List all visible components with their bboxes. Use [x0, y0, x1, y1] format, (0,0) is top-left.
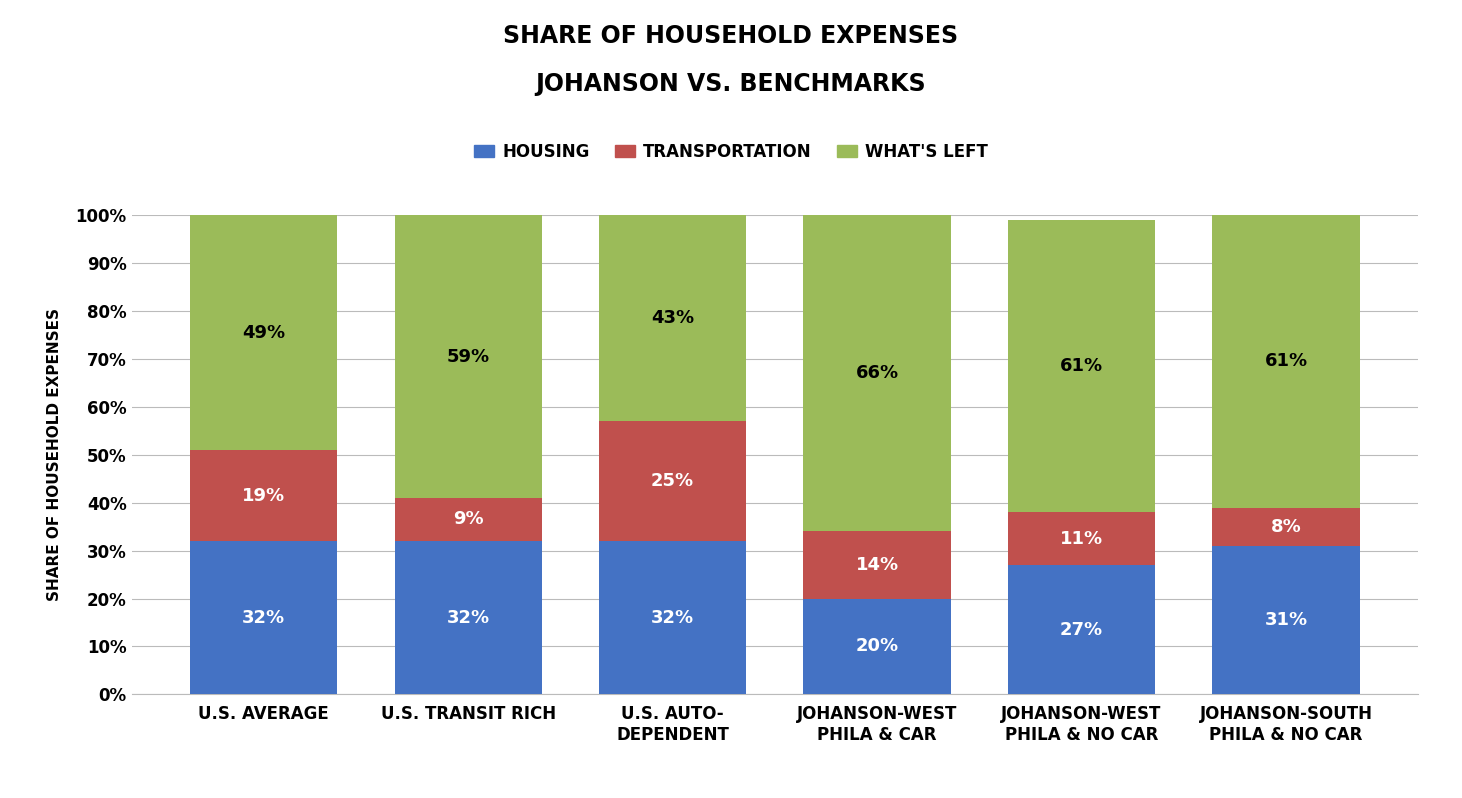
Bar [599, 421, 746, 541]
Bar [804, 531, 950, 598]
Bar [1212, 215, 1360, 508]
Bar [190, 215, 338, 450]
Text: JOHANSON VS. BENCHMARKS: JOHANSON VS. BENCHMARKS [535, 72, 927, 96]
Text: 11%: 11% [1060, 530, 1104, 547]
Text: 19%: 19% [243, 487, 285, 504]
Text: 49%: 49% [243, 324, 285, 342]
Bar [1007, 565, 1155, 694]
Bar [804, 215, 950, 531]
Text: 32%: 32% [446, 609, 490, 626]
Bar [1212, 546, 1360, 694]
Bar [1007, 512, 1155, 565]
Legend: HOUSING, TRANSPORTATION, WHAT'S LEFT: HOUSING, TRANSPORTATION, WHAT'S LEFT [468, 136, 994, 168]
Bar [599, 215, 746, 421]
Text: 61%: 61% [1060, 358, 1104, 375]
Bar [395, 541, 542, 694]
Bar [190, 541, 338, 694]
Text: 43%: 43% [651, 310, 694, 327]
Text: 32%: 32% [243, 609, 285, 626]
Bar [190, 450, 338, 541]
Text: 9%: 9% [453, 511, 484, 528]
Text: 20%: 20% [855, 638, 899, 655]
Text: 59%: 59% [446, 348, 490, 365]
Text: 32%: 32% [651, 609, 694, 626]
Text: 14%: 14% [855, 556, 899, 574]
Y-axis label: SHARE OF HOUSEHOLD EXPENSES: SHARE OF HOUSEHOLD EXPENSES [47, 308, 61, 602]
Bar [1212, 508, 1360, 546]
Text: 8%: 8% [1270, 518, 1301, 535]
Bar [804, 598, 950, 694]
Bar [1007, 220, 1155, 512]
Bar [395, 498, 542, 541]
Text: 25%: 25% [651, 472, 694, 490]
Bar [599, 541, 746, 694]
Text: 27%: 27% [1060, 621, 1104, 638]
Text: SHARE OF HOUSEHOLD EXPENSES: SHARE OF HOUSEHOLD EXPENSES [503, 24, 959, 48]
Bar [395, 215, 542, 498]
Text: 31%: 31% [1265, 611, 1307, 629]
Text: 61%: 61% [1265, 353, 1307, 370]
Text: 66%: 66% [855, 365, 899, 382]
